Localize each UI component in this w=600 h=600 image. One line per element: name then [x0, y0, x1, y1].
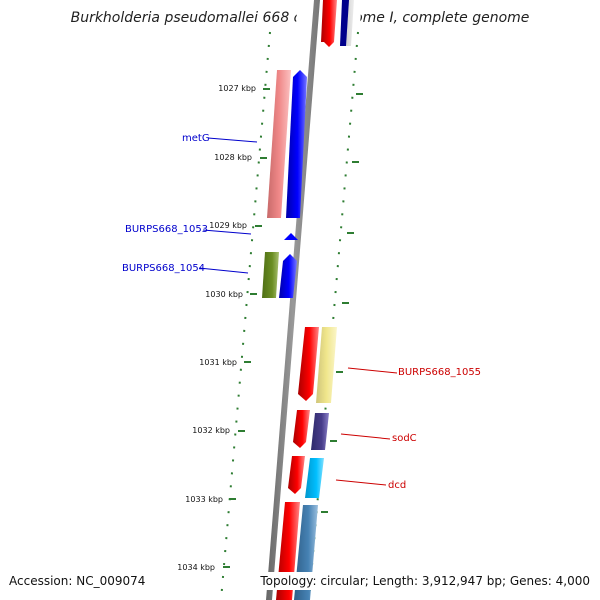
gene-metg[interactable] [286, 70, 307, 218]
gene-burps668-1053[interactable] [284, 233, 298, 240]
genome-backbone [266, 0, 320, 600]
gene-label-burps668-1053[interactable]: BURPS668_1053 [125, 224, 208, 235]
kbp-label: 1027 kbp [218, 84, 256, 93]
label-leaders [198, 137, 398, 486]
gene-label-metg[interactable]: metG [182, 133, 210, 144]
kbp-label: 1030 kbp [205, 290, 243, 299]
gene-label-burps668-1054[interactable]: BURPS668_1054 [122, 263, 205, 274]
gene-label-dcd[interactable]: dcd [388, 480, 406, 491]
gene-sodc[interactable] [311, 413, 329, 450]
kbp-label: 1031 kbp [199, 358, 237, 367]
gene-burps668-1054[interactable] [279, 254, 297, 298]
gene-label-burps668-1055[interactable]: BURPS668_1055 [398, 367, 481, 378]
gene-burps668-1054-olive[interactable] [262, 252, 279, 298]
topology-text: Topology: circular; Length: 3,912,947 bp… [258, 572, 592, 590]
kbp-label: 1029 kbp [209, 221, 247, 230]
gene-reverse[interactable] [321, 0, 337, 47]
kbp-scale: 1027 kbp 1028 kbp 1029 kbp 1030 kbp 1031… [177, 84, 256, 572]
gene-metg-lane[interactable] [267, 70, 291, 218]
gene-burps668-1055[interactable] [316, 327, 337, 403]
genome-ribbon [248, 0, 362, 600]
kbp-label: 1032 kbp [192, 426, 230, 435]
accession-text: Accession: NC_009074 [7, 572, 148, 590]
kbp-label: 1028 kbp [214, 153, 252, 162]
gene-reverse[interactable] [298, 327, 319, 401]
major-ticks [223, 88, 363, 582]
gene-reverse[interactable] [293, 410, 310, 448]
gene-dcd[interactable] [305, 458, 324, 498]
gene-labels: metG BURPS668_1053 BURPS668_1054 BURPS66… [122, 133, 481, 491]
gene-label-sodc[interactable]: sodC [392, 433, 417, 444]
gene-navy[interactable] [340, 0, 349, 46]
kbp-label: 1033 kbp [185, 495, 223, 504]
kbp-label: 1034 kbp [177, 563, 215, 572]
gene-reverse[interactable] [288, 456, 305, 494]
